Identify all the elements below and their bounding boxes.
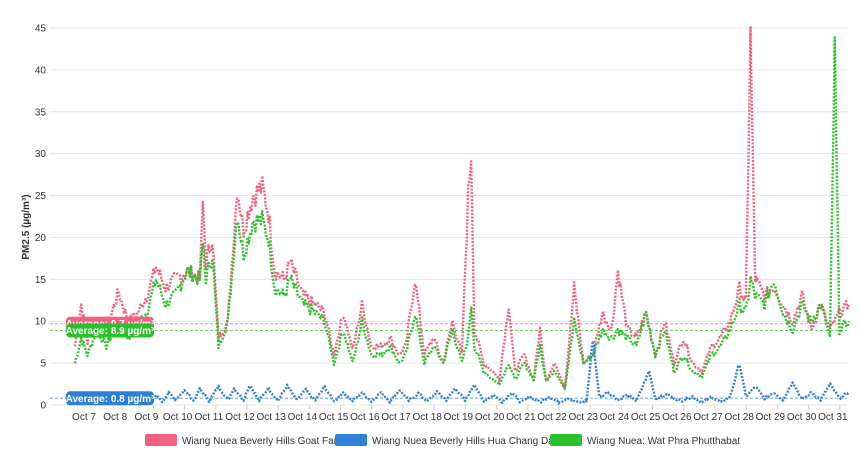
x-tick-label: Oct 23	[568, 412, 598, 423]
x-tick-label: Oct 8	[103, 412, 127, 423]
x-tick-label: Oct 19	[444, 412, 474, 423]
x-tick-label: Oct 27	[693, 412, 723, 423]
x-tick-label: Oct 26	[662, 412, 692, 423]
y-tick-label: 5	[40, 359, 46, 370]
x-tick-label: Oct 28	[724, 412, 754, 423]
y-tick-label: 30	[35, 149, 47, 160]
y-tick-label: 40	[35, 65, 47, 76]
x-axis-ticks: Oct 7 Oct 8 Oct 9 Oct 10 Oct 11 Oct 12 Oct 13 O…	[72, 405, 848, 423]
x-tick-label: Oct 11	[194, 412, 223, 423]
x-tick-label: Oct 20	[475, 412, 505, 423]
legend-swatch	[335, 434, 367, 446]
y-tick-label: 15	[35, 275, 47, 286]
x-tick-label: Oct 29	[756, 412, 786, 423]
x-tick-label: Oct 15	[319, 412, 349, 423]
x-tick-label: Oct 22	[537, 412, 567, 423]
average-badge-bg	[66, 391, 154, 406]
series-lines	[73, 26, 850, 406]
x-tick-label: Oct 13	[256, 412, 286, 423]
series-line[interactable]	[74, 339, 850, 406]
legend-label: Wiang Nuea: Wat Phra Phutthabat	[587, 436, 740, 447]
series-line[interactable]	[73, 26, 850, 390]
average-badge: Average: 0.8 µg/m³	[66, 391, 155, 406]
y-tick-label: 45	[35, 24, 47, 35]
y-tick-label: 20	[35, 233, 47, 244]
legend-swatch	[145, 434, 177, 446]
y-tick-label: 35	[35, 107, 47, 118]
y-tick-label: 0	[40, 401, 46, 412]
series-line[interactable]	[73, 36, 850, 390]
average-badge-label: Average: 0.8 µg/m³	[66, 394, 155, 405]
x-tick-label: Oct 21	[506, 412, 536, 423]
legend-item[interactable]: Wiang Nuea Beverly Hills Goat Farm	[145, 434, 345, 447]
legend-label: Wiang Nuea Beverly Hills Hua Chang Dam	[372, 436, 562, 447]
x-tick-label: Oct 7	[72, 412, 96, 423]
x-tick-label: Oct 14	[288, 412, 318, 423]
y-axis-ticks: 0 5 10 15 20 25 30 35 40 45	[35, 24, 47, 412]
x-tick-label: Oct 16	[350, 412, 380, 423]
legend-item[interactable]: Wiang Nuea Beverly Hills Hua Chang Dam	[335, 434, 562, 447]
x-tick-label: Oct 10	[163, 412, 193, 423]
x-tick-label: Oct 12	[225, 412, 255, 423]
x-tick-label: Oct 17	[381, 412, 411, 423]
legend-label: Wiang Nuea Beverly Hills Goat Farm	[182, 436, 345, 447]
x-tick-label: Oct 24	[600, 412, 630, 423]
average-badge: Average: 8.9 µg/m³	[66, 323, 155, 338]
y-axis-title: PM2.5 (µg/m³)	[21, 194, 32, 259]
x-tick-label: Oct 25	[631, 412, 661, 423]
legend-item[interactable]: Wiang Nuea: Wat Phra Phutthabat	[550, 434, 740, 447]
legend[interactable]: Wiang Nuea Beverly Hills Goat Farm Wiang …	[145, 434, 740, 447]
average-badge-label: Average: 8.9 µg/m³	[66, 326, 155, 337]
grid-lines	[50, 27, 847, 406]
average-badge-bg	[66, 323, 154, 338]
x-tick-label: Oct 9	[134, 412, 158, 423]
y-tick-label: 10	[35, 317, 47, 328]
x-tick-label: Oct 18	[412, 412, 442, 423]
average-lines	[50, 323, 847, 399]
y-tick-label: 25	[35, 191, 47, 202]
legend-swatch	[550, 434, 582, 446]
x-tick-label: Oct 31	[818, 412, 848, 423]
x-tick-label: Oct 30	[787, 412, 817, 423]
